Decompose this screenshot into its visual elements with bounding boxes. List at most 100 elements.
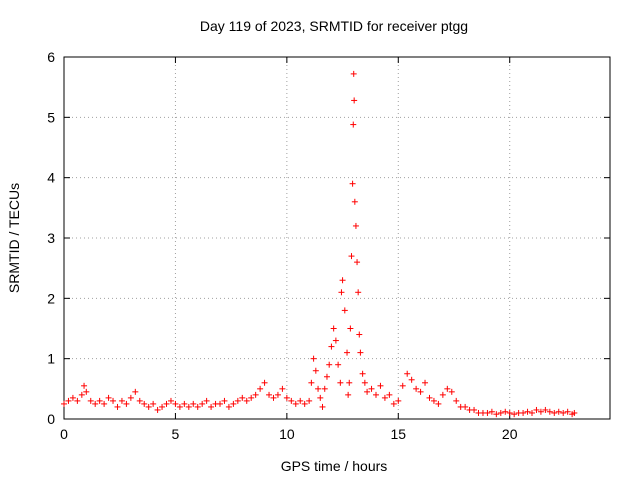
x-tick-label: 20 <box>502 426 518 442</box>
data-point <box>96 397 103 404</box>
data-point <box>252 391 259 398</box>
data-point <box>335 361 342 368</box>
data-point <box>529 409 535 416</box>
data-point <box>338 289 345 296</box>
data-point <box>537 408 544 415</box>
data-point <box>297 397 304 404</box>
data-point <box>234 397 241 404</box>
data-point <box>301 400 308 407</box>
data-point <box>321 385 328 392</box>
data-point <box>190 400 197 407</box>
data-point <box>546 408 553 415</box>
data-point <box>292 400 299 407</box>
data-point <box>571 409 578 416</box>
x-tick-label: 0 <box>60 426 68 442</box>
data-point <box>145 403 152 410</box>
data-point <box>194 403 201 410</box>
data-point <box>422 379 429 386</box>
data-point <box>326 361 333 368</box>
data-point <box>341 307 348 314</box>
data-point <box>348 253 355 260</box>
data-point <box>356 331 363 338</box>
y-tick-label: 4 <box>47 170 55 186</box>
data-point <box>364 388 371 395</box>
data-point <box>118 397 125 404</box>
data-point <box>350 121 357 128</box>
data-point <box>114 403 121 410</box>
data-point <box>533 406 540 413</box>
data-point <box>444 385 451 392</box>
x-tick-label: 15 <box>390 426 406 442</box>
data-point <box>185 403 192 410</box>
data-point <box>310 355 317 362</box>
data-point <box>163 400 170 407</box>
y-tick-label: 5 <box>47 109 55 125</box>
data-point <box>330 325 337 332</box>
data-point <box>373 391 379 398</box>
data-point <box>150 400 157 407</box>
data-point <box>344 349 351 356</box>
data-point <box>315 385 322 392</box>
data-point <box>347 325 354 332</box>
y-tick-label: 6 <box>47 49 55 65</box>
data-point <box>261 379 268 386</box>
data-point <box>203 397 210 404</box>
data-point <box>221 397 228 404</box>
data-point <box>323 373 330 380</box>
data-point <box>337 379 344 386</box>
y-tick-label: 1 <box>47 351 55 367</box>
data-point <box>395 397 402 404</box>
data-point <box>381 394 388 401</box>
data-point <box>439 391 446 398</box>
data-point <box>453 397 460 404</box>
data-point <box>257 385 264 392</box>
data-point <box>355 289 362 296</box>
data-point <box>312 367 319 374</box>
data-point <box>351 97 358 104</box>
data-point <box>426 394 433 401</box>
y-axis-label: SRMTID / TECUs <box>6 183 22 293</box>
data-point <box>359 370 366 377</box>
data-point <box>266 391 273 398</box>
data-point <box>74 397 81 404</box>
data-point <box>78 391 85 398</box>
x-axis-label: GPS time / hours <box>281 458 388 474</box>
data-point <box>127 394 134 401</box>
data-point <box>488 408 495 415</box>
data-point <box>560 409 567 416</box>
data-point <box>154 406 161 413</box>
data-point <box>176 403 183 410</box>
data-point <box>308 379 315 386</box>
data-point <box>199 400 206 407</box>
data-point <box>83 388 90 395</box>
data-point <box>239 394 246 401</box>
y-tick-label: 3 <box>47 230 55 246</box>
data-point <box>462 403 469 410</box>
data-point <box>377 382 384 389</box>
data-point <box>404 370 411 377</box>
data-point <box>542 406 549 413</box>
x-tick-label: 5 <box>172 426 180 442</box>
data-point <box>524 408 531 415</box>
data-points <box>61 70 578 418</box>
data-point <box>417 388 424 395</box>
data-point <box>332 337 339 344</box>
data-point <box>354 259 361 266</box>
data-point <box>208 403 215 410</box>
data-point <box>555 408 562 415</box>
data-point <box>65 397 72 404</box>
data-point <box>172 400 179 407</box>
data-point <box>349 180 356 187</box>
data-point <box>288 397 295 404</box>
data-point <box>493 411 500 418</box>
data-point <box>167 397 174 404</box>
axis-ticks: 0 5 10 15 20 0 1 2 3 4 5 6 <box>47 49 610 442</box>
data-point <box>225 403 232 410</box>
grid <box>64 57 610 419</box>
data-point <box>81 382 88 389</box>
data-point <box>399 382 406 389</box>
data-point <box>159 403 166 410</box>
data-point <box>351 198 358 205</box>
data-point <box>361 379 368 386</box>
